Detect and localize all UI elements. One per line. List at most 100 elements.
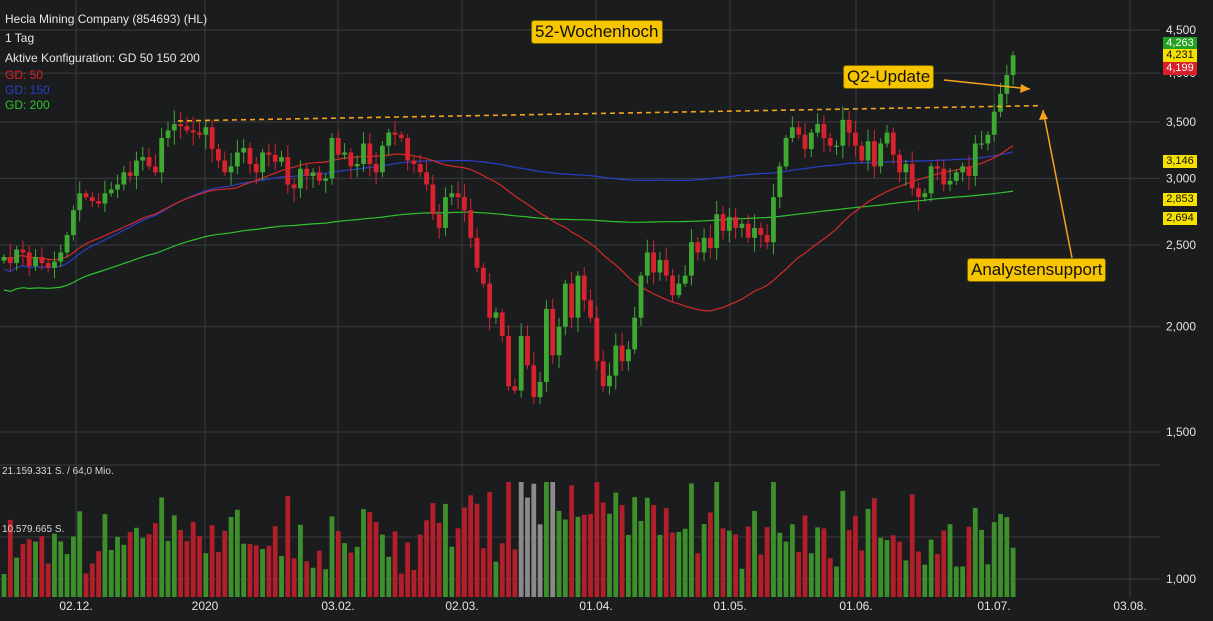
volume-bar: [966, 526, 972, 597]
x-tick-label: 2020: [192, 599, 219, 613]
x-tick-label: 01.06.: [839, 599, 872, 613]
candle-body: [935, 166, 940, 169]
volume-bar: [121, 544, 127, 597]
candle-body: [657, 260, 663, 273]
volume-bar: [518, 482, 524, 597]
candle-body: [285, 157, 291, 185]
volume-bar: [272, 526, 278, 597]
candle-body: [474, 237, 480, 268]
candle-body: [871, 141, 877, 167]
volume-bar: [203, 553, 209, 597]
volume-bar: [581, 514, 587, 597]
volume-bar: [512, 549, 518, 597]
candle-body: [39, 256, 45, 264]
volume-bar: [771, 482, 776, 597]
volume-bar: [178, 530, 183, 597]
volume-bar: [228, 516, 234, 597]
candle-body: [991, 111, 997, 135]
volume-bar: [234, 509, 240, 597]
volume-bar: [676, 531, 682, 597]
y-tick-label: 3,000: [1166, 171, 1196, 185]
candle-body: [771, 197, 776, 243]
volume-bar: [531, 483, 537, 597]
candle-body: [222, 160, 228, 173]
config-label: Aktive Konfiguration: GD 50 150 200: [5, 51, 200, 65]
volume-bar: [985, 564, 991, 597]
volume-bar: [83, 573, 89, 597]
volume-bar: [758, 554, 764, 597]
volume-bar: [386, 556, 392, 597]
volume-bar: [1, 574, 7, 597]
volume-bar: [474, 503, 480, 597]
volume-bar: [405, 542, 411, 597]
volume-bar: [127, 532, 133, 597]
candle-body: [998, 93, 1003, 112]
price-tag-gd200: 2,694: [1163, 212, 1197, 225]
candle-body: [310, 172, 316, 176]
candle-body: [676, 283, 682, 296]
volume-bar: [613, 492, 619, 597]
volume-bar: [935, 553, 940, 597]
volume-bar: [380, 534, 385, 597]
y-tick-label: 4,500: [1166, 23, 1196, 37]
candle-body: [499, 312, 505, 336]
volume-bar: [77, 511, 83, 597]
annotation-analyst-support: Analystensupport: [967, 258, 1107, 282]
volume-bar: [941, 530, 947, 597]
candle-body: [537, 381, 543, 398]
volume-bar: [859, 550, 865, 597]
volume-bar: [916, 551, 921, 597]
candle-body: [758, 227, 764, 235]
candle-body: [632, 317, 638, 350]
volume-top-label: 21.159.331 S. / 64,0 Mio.: [2, 466, 114, 477]
volume-bar: [638, 520, 644, 597]
volume-bar: [796, 551, 802, 597]
volume-bar: [165, 541, 171, 597]
candle-body: [216, 149, 221, 161]
candle-body: [953, 172, 959, 181]
candle-body: [96, 201, 102, 204]
candle-body: [714, 214, 720, 249]
volume-bar: [159, 497, 165, 597]
annotation-52-week-high: 52-Wochenhoch: [531, 20, 663, 44]
price-tag-low: 4,199: [1163, 62, 1197, 75]
volume-bar: [903, 560, 909, 597]
candle-body: [726, 216, 732, 231]
volume-bar: [525, 497, 530, 597]
candle-body: [373, 164, 379, 173]
candle-body: [26, 252, 32, 267]
candle-body: [89, 197, 95, 202]
volume-bar: [455, 528, 461, 597]
candle-body: [480, 267, 486, 284]
volume-bar: [991, 522, 997, 597]
volume-mid-label: 10.579.665 S.: [2, 524, 65, 535]
volume-bar: [190, 521, 196, 597]
volume-bar: [726, 530, 732, 597]
candle-body: [462, 197, 467, 211]
volume-bar: [348, 552, 354, 597]
candle-body: [789, 127, 795, 138]
volume-bar: [260, 548, 265, 597]
candle-body: [342, 152, 347, 155]
x-tick-label: 02.12.: [59, 599, 92, 613]
volume-bar: [310, 567, 316, 597]
candle-body: [594, 317, 600, 362]
candle-body: [878, 143, 884, 167]
candle-body: [834, 145, 839, 147]
volume-bar: [865, 508, 871, 597]
volume-bar: [424, 520, 429, 597]
candle-body: [600, 361, 606, 387]
volume-bar: [909, 494, 915, 597]
candle-body: [380, 145, 385, 173]
volume-bar: [279, 555, 284, 597]
volume-bar: [216, 552, 221, 597]
candle-body: [752, 227, 757, 238]
volume-bar: [480, 548, 486, 597]
volume-bar: [764, 527, 770, 597]
volume-bar: [651, 505, 657, 597]
arrow-support-head: [1039, 110, 1048, 120]
volume-bar: [146, 534, 152, 597]
volume-bar: [947, 524, 953, 597]
volume-bar: [462, 507, 467, 597]
